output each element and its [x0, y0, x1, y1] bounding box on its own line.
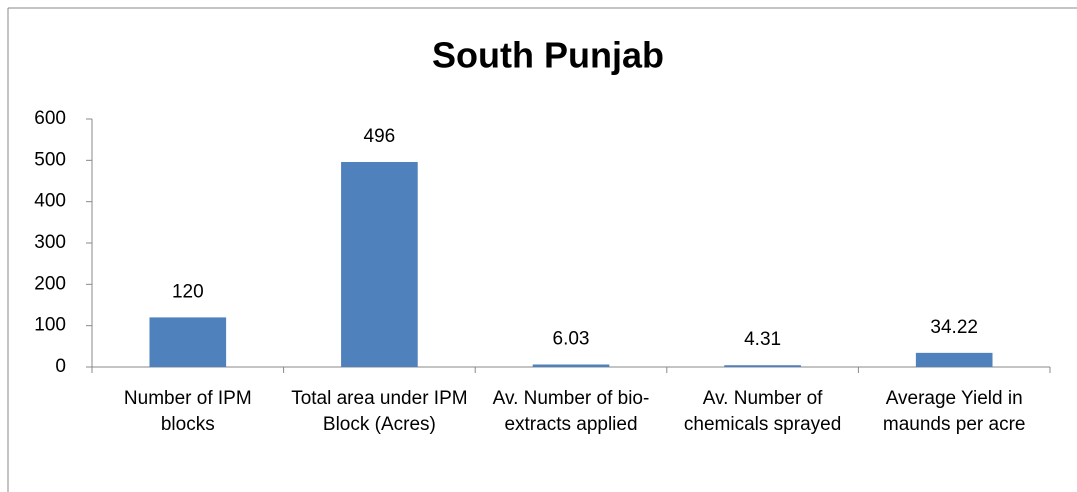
- y-tick-label: 300: [34, 232, 66, 253]
- x-tick-label: Av. Number of chemicals sprayed: [683, 388, 842, 435]
- y-tick-label: 0: [55, 356, 66, 377]
- value-label: 34.22: [930, 317, 978, 338]
- value-label: 4.31: [744, 329, 781, 350]
- x-tick-label: Total area under IPM Block (Acres): [291, 388, 468, 435]
- value-label: 120: [172, 281, 204, 302]
- y-tick-label: 200: [34, 273, 66, 294]
- bar: [915, 352, 993, 367]
- value-label: 496: [364, 126, 396, 147]
- x-tick-label: Number of IPM blocks: [123, 388, 252, 435]
- y-tick-label: 100: [34, 315, 66, 336]
- y-tick-label: 600: [34, 108, 66, 129]
- bar: [532, 364, 610, 367]
- y-tick-label: 500: [34, 149, 66, 170]
- chart-title: South Punjab: [432, 35, 664, 76]
- value-label: 6.03: [553, 329, 590, 350]
- bar: [341, 161, 418, 367]
- bar: [724, 365, 801, 367]
- bar: [149, 317, 227, 367]
- x-tick-label: Average Yield in maunds per acre: [882, 388, 1026, 435]
- y-tick-label: 400: [34, 191, 66, 212]
- x-tick-label: Av. Number of bio-extracts applied: [492, 388, 650, 435]
